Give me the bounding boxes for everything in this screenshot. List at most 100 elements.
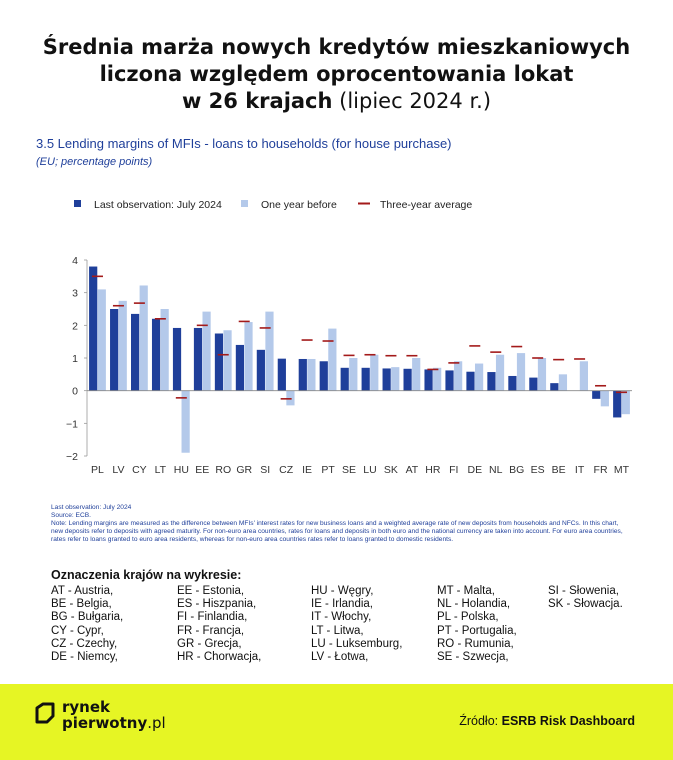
x-tick-label: ES <box>531 464 545 476</box>
legend-swatch <box>74 200 81 207</box>
bar <box>265 311 274 391</box>
x-tick-label: FR <box>594 464 608 476</box>
bar <box>235 344 245 391</box>
bar <box>89 266 98 391</box>
country-legend-title: Oznaczenia krajów na wykresie: <box>51 568 242 582</box>
bar <box>349 358 358 391</box>
bar <box>466 371 475 391</box>
country-code-item: HR - Chorwacja, <box>177 651 262 664</box>
country-code-item: FI - Finlandia, <box>177 611 248 624</box>
country-code-item: BG - Bułgaria, <box>51 611 124 624</box>
x-tick-label: CZ <box>279 464 294 476</box>
bar <box>256 349 265 391</box>
x-tick-label: SE <box>342 464 356 476</box>
x-tick-label: LU <box>363 464 376 476</box>
country-code-item: SE - Szwecja, <box>437 651 509 664</box>
bar <box>298 358 307 391</box>
logo-line-2: pierwotny <box>62 714 148 732</box>
notes-source: Source: ECB. <box>51 512 91 519</box>
bar <box>600 390 609 407</box>
bar <box>370 354 379 391</box>
y-tick-label: −1 <box>66 418 78 430</box>
notes-text: Note: Lending margins are measured as th… <box>51 520 623 543</box>
bar <box>403 368 412 391</box>
y-axis: 4 3 2 1 0 −1 −2 <box>66 255 88 463</box>
x-tick-label: RO <box>215 464 231 476</box>
bar <box>454 361 463 391</box>
bar <box>118 300 127 391</box>
x-tick-label: DE <box>467 464 482 476</box>
legend-label: Last observation: July 2024 <box>94 199 222 211</box>
x-tick-label: HU <box>174 464 189 476</box>
bar <box>319 361 328 391</box>
bar <box>391 367 400 391</box>
bar <box>361 367 370 391</box>
bar <box>139 285 148 391</box>
chart-title: 3.5 Lending margins of MFIs - loans to h… <box>36 136 452 151</box>
bar <box>328 328 337 391</box>
bar <box>412 358 421 391</box>
bar <box>244 322 253 391</box>
y-tick-label: 0 <box>72 386 78 398</box>
x-tick-label: LV <box>112 464 124 476</box>
bar <box>172 327 182 391</box>
country-code-item: BE - Belgia, <box>51 598 112 611</box>
x-tick-label: BE <box>552 464 566 476</box>
bar <box>160 309 169 391</box>
source-label: Źródło: <box>459 714 499 728</box>
title-line-1: Średnia marża nowych kredytów mieszkanio… <box>42 35 631 59</box>
x-tick-label: PT <box>321 464 335 476</box>
title-line-2: liczona względem oprocentowania lokat <box>99 62 574 86</box>
country-legend-col-4: MT - Malta, NL - Holandia, PL - Polska, PT … <box>437 585 517 664</box>
chart-notes: Last observation: July 2024 Source: ECB.… <box>51 504 631 544</box>
x-tick-label: SK <box>384 464 398 476</box>
bar <box>579 361 588 391</box>
bar <box>223 330 232 391</box>
country-code-item: RO - Rumunia, <box>437 637 514 650</box>
bar <box>193 327 203 391</box>
legend-swatch <box>241 200 248 207</box>
x-tick-label: EE <box>195 464 209 476</box>
bar <box>550 383 559 391</box>
title-date: (lipiec 2024 r.) <box>339 89 492 113</box>
country-code-item: GR - Grecja, <box>177 637 242 650</box>
source-value: ESRB Risk Dashboard <box>501 714 635 728</box>
y-tick-label: −2 <box>66 451 78 463</box>
country-code-item: LV - Łotwa, <box>311 651 369 664</box>
bar <box>445 370 454 391</box>
x-tick-label: LT <box>155 464 167 476</box>
title-line-3: w 26 krajach <box>181 89 333 113</box>
country-legend-col-1: AT - Austria, BE - Belgia, BG - Bułgaria, C… <box>51 585 123 664</box>
country-code-item: IE - Irlandia, <box>311 598 373 611</box>
country-code-item: HU - Węgry, <box>311 585 374 597</box>
bar <box>214 333 224 391</box>
lending-margins-chart: Last observation: July 2024 One year befo… <box>66 199 632 476</box>
chart-legend: Last observation: July 2024 One year befo… <box>74 199 472 211</box>
bar <box>340 367 349 391</box>
y-tick-label: 2 <box>72 320 78 332</box>
bar <box>307 358 316 391</box>
chart-subtitle: (EU; percentage points) <box>36 156 153 168</box>
footer-bar: rynek pierwotny.pl Źródło: ESRB Risk Das… <box>0 684 673 760</box>
x-tick-label: SI <box>260 464 270 476</box>
country-legend-col-5: SI - Słowenia, SK - Słowacja. <box>548 585 623 611</box>
bar <box>286 390 295 406</box>
country-code-item: FR - Francja, <box>177 624 245 637</box>
bar <box>424 369 433 391</box>
country-legend-col-3: HU - Węgry, IE - Irlandia, IT - Włochy, LT … <box>311 585 402 664</box>
bar <box>558 374 568 391</box>
country-code-item: PT - Portugalia, <box>437 624 517 637</box>
country-code-item: NL - Holandia, <box>437 598 511 611</box>
country-code-item: PL - Polska, <box>437 611 499 624</box>
legend-swatch <box>358 202 370 205</box>
x-tick-label: BG <box>509 464 524 476</box>
bar <box>495 354 505 391</box>
logo-suffix: .pl <box>147 714 166 732</box>
bar <box>131 313 140 391</box>
x-tick-label: AT <box>406 464 419 476</box>
country-code-item: LT - Litwa, <box>311 624 364 637</box>
notes-last-observation: Last observation: July 2024 <box>51 504 132 511</box>
bar <box>516 353 526 391</box>
country-code-item: ES - Hiszpania, <box>177 598 257 611</box>
country-code-item: DE - Niemcy, <box>51 651 118 664</box>
